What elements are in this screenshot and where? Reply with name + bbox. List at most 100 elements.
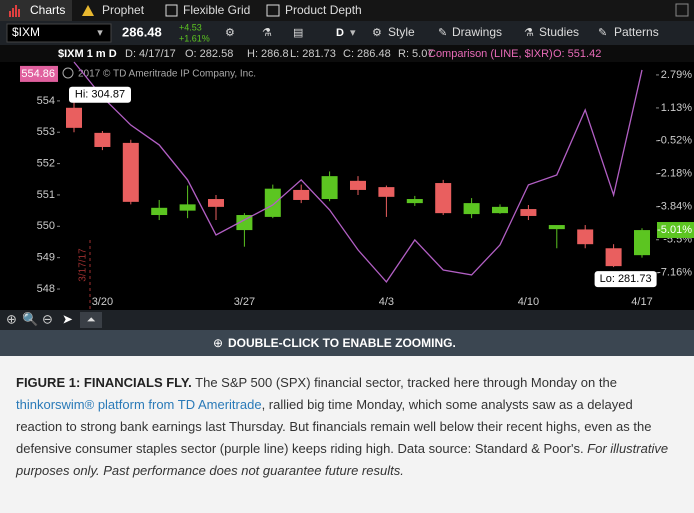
candle-body <box>605 248 622 267</box>
candle-body <box>520 209 537 216</box>
study-icon[interactable]: ⚗ <box>262 27 272 39</box>
candle-body <box>208 199 224 207</box>
style-icon: ⚙ <box>372 27 382 39</box>
drawings-icon: ✎ <box>438 27 447 39</box>
candle-body <box>577 229 594 245</box>
charts-icon <box>9 5 20 17</box>
y2-tick-label: -0.52% <box>657 135 692 147</box>
candle-body <box>94 132 111 147</box>
hi-label: Hi: 304.87 <box>75 89 125 101</box>
candle-body <box>293 189 310 200</box>
caption-text: , rallied big time Monday, which some an… <box>16 397 652 456</box>
candle-body <box>264 188 281 217</box>
button[interactable]: Drawings <box>452 25 502 39</box>
candle-body <box>634 230 650 256</box>
candle-body <box>435 183 452 214</box>
symbol[interactable]: $IXM <box>12 25 40 39</box>
zoom-out[interactable]: ⊖ <box>42 311 53 326</box>
zoom-text: DOUBLE-CLICK TO ENABLE ZOOMING. <box>228 336 456 350</box>
caption-link[interactable]: thinkorswim® platform from TD Ameritrade <box>16 397 262 412</box>
candle-body <box>463 203 480 215</box>
tab[interactable]: Charts <box>30 3 65 17</box>
y-marker: 554.86 <box>21 68 55 80</box>
x-tick-label: 4/10 <box>518 296 539 308</box>
cursor[interactable]: ➤ <box>62 311 73 326</box>
zoom-in[interactable]: 🔍 <box>22 310 38 326</box>
y2-tick-label: 1.13% <box>661 102 692 114</box>
y2-tick-label: 2.79% <box>661 69 692 81</box>
scroll-icon: ⏶ <box>87 314 96 326</box>
link-icon[interactable]: ⚙ <box>225 27 235 39</box>
period[interactable]: D <box>336 27 344 39</box>
chart-controls <box>0 310 694 330</box>
dropdown-arrow[interactable]: ▾ <box>97 27 103 39</box>
x-tick-label: 4/3 <box>379 296 394 308</box>
y2-tick-label: -2.18% <box>657 168 692 180</box>
y2-tick-label: -3.84% <box>657 201 692 213</box>
lo-label-box <box>594 271 657 288</box>
info: D: 4/17/17 <box>125 48 176 60</box>
y-marker-box <box>20 65 58 82</box>
platform: Charts Prophet Flexible Grid Product Dep… <box>0 0 694 356</box>
candle-body <box>151 207 168 216</box>
y2-marker-box <box>657 222 694 239</box>
toolbar <box>0 21 694 45</box>
scroll-button[interactable] <box>80 312 102 328</box>
y2-tick-label: -7.16% <box>657 267 692 279</box>
plot: 548 549 550 551 552 553 554 2.79% 1.13% -0.52% -2.… <box>20 61 694 310</box>
info: $IXM 1 m D <box>58 48 117 60</box>
button[interactable]: Studies <box>539 25 579 39</box>
watermark: 2017 © TD Ameritrade IP Company, Inc. <box>78 69 256 80</box>
y-tick-label: 553 <box>37 126 55 138</box>
y-tick-label: 548 <box>37 283 55 295</box>
page: Charts Prophet Flexible Grid Product Dep… <box>0 0 694 478</box>
y-tick-label: 549 <box>37 252 55 264</box>
info: C: 286.48 <box>343 48 391 60</box>
y-tick-label: 552 <box>37 158 55 170</box>
info-bar <box>0 45 694 62</box>
print-icon[interactable]: ▤ <box>293 27 303 39</box>
comparison-line <box>73 61 643 283</box>
info-icon[interactable] <box>62 67 74 79</box>
depth-icon <box>266 4 280 17</box>
info: R: 5.07 <box>398 48 433 60</box>
dropdown-arrow[interactable]: ▾ <box>350 27 356 39</box>
tab[interactable]: Product Depth <box>285 3 362 17</box>
caption-italic: For illustrative purposes only. Past per… <box>16 441 669 478</box>
candle-body <box>548 225 565 230</box>
info: H: 286.8 <box>247 48 289 60</box>
candle-body <box>406 199 423 204</box>
button[interactable]: Patterns <box>614 25 659 39</box>
info: O: 551.42 <box>553 48 601 60</box>
date-label: 3/17/17 <box>78 248 89 282</box>
info: O: 282.58 <box>185 48 233 60</box>
zoom-icon: ⊕ <box>213 336 223 350</box>
caption: FIGURE 1: FINANCIALS FLY. The S&P 500 (S… <box>0 356 694 513</box>
candle-body <box>179 204 196 211</box>
y2-marker: -5.01% <box>657 224 692 236</box>
x-tick-label: 3/20 <box>92 296 113 308</box>
hi-label-box <box>69 86 131 103</box>
x-tick-label: 4/17 <box>631 296 652 308</box>
tab[interactable]: Prophet <box>102 3 145 17</box>
caption-text: The S&P 500 (SPX) financial sector, trac… <box>191 375 617 390</box>
candle-body <box>378 187 395 197</box>
caption-bold: FIGURE 1: FINANCIALS FLY. <box>16 375 192 390</box>
grid-icon <box>165 4 178 17</box>
zoom-icon[interactable]: ⊕ <box>6 311 17 326</box>
candle-body <box>350 180 366 190</box>
candle-body <box>321 176 338 200</box>
tab[interactable]: Flexible Grid <box>183 3 250 17</box>
change: +4.53 <box>179 22 202 32</box>
candle-body <box>236 215 253 231</box>
chart-area[interactable] <box>0 62 694 310</box>
symbol-input[interactable] <box>6 23 112 43</box>
info: L: 281.73 <box>290 48 336 60</box>
settings-icon[interactable] <box>675 3 689 17</box>
prophet-icon <box>82 5 94 16</box>
candle-body <box>66 107 82 128</box>
patterns-icon: ✎ <box>598 27 607 39</box>
info: Comparison (LINE, $IXR) <box>428 48 553 60</box>
button[interactable]: Style <box>388 25 415 39</box>
zoom-banner[interactable] <box>0 330 694 356</box>
